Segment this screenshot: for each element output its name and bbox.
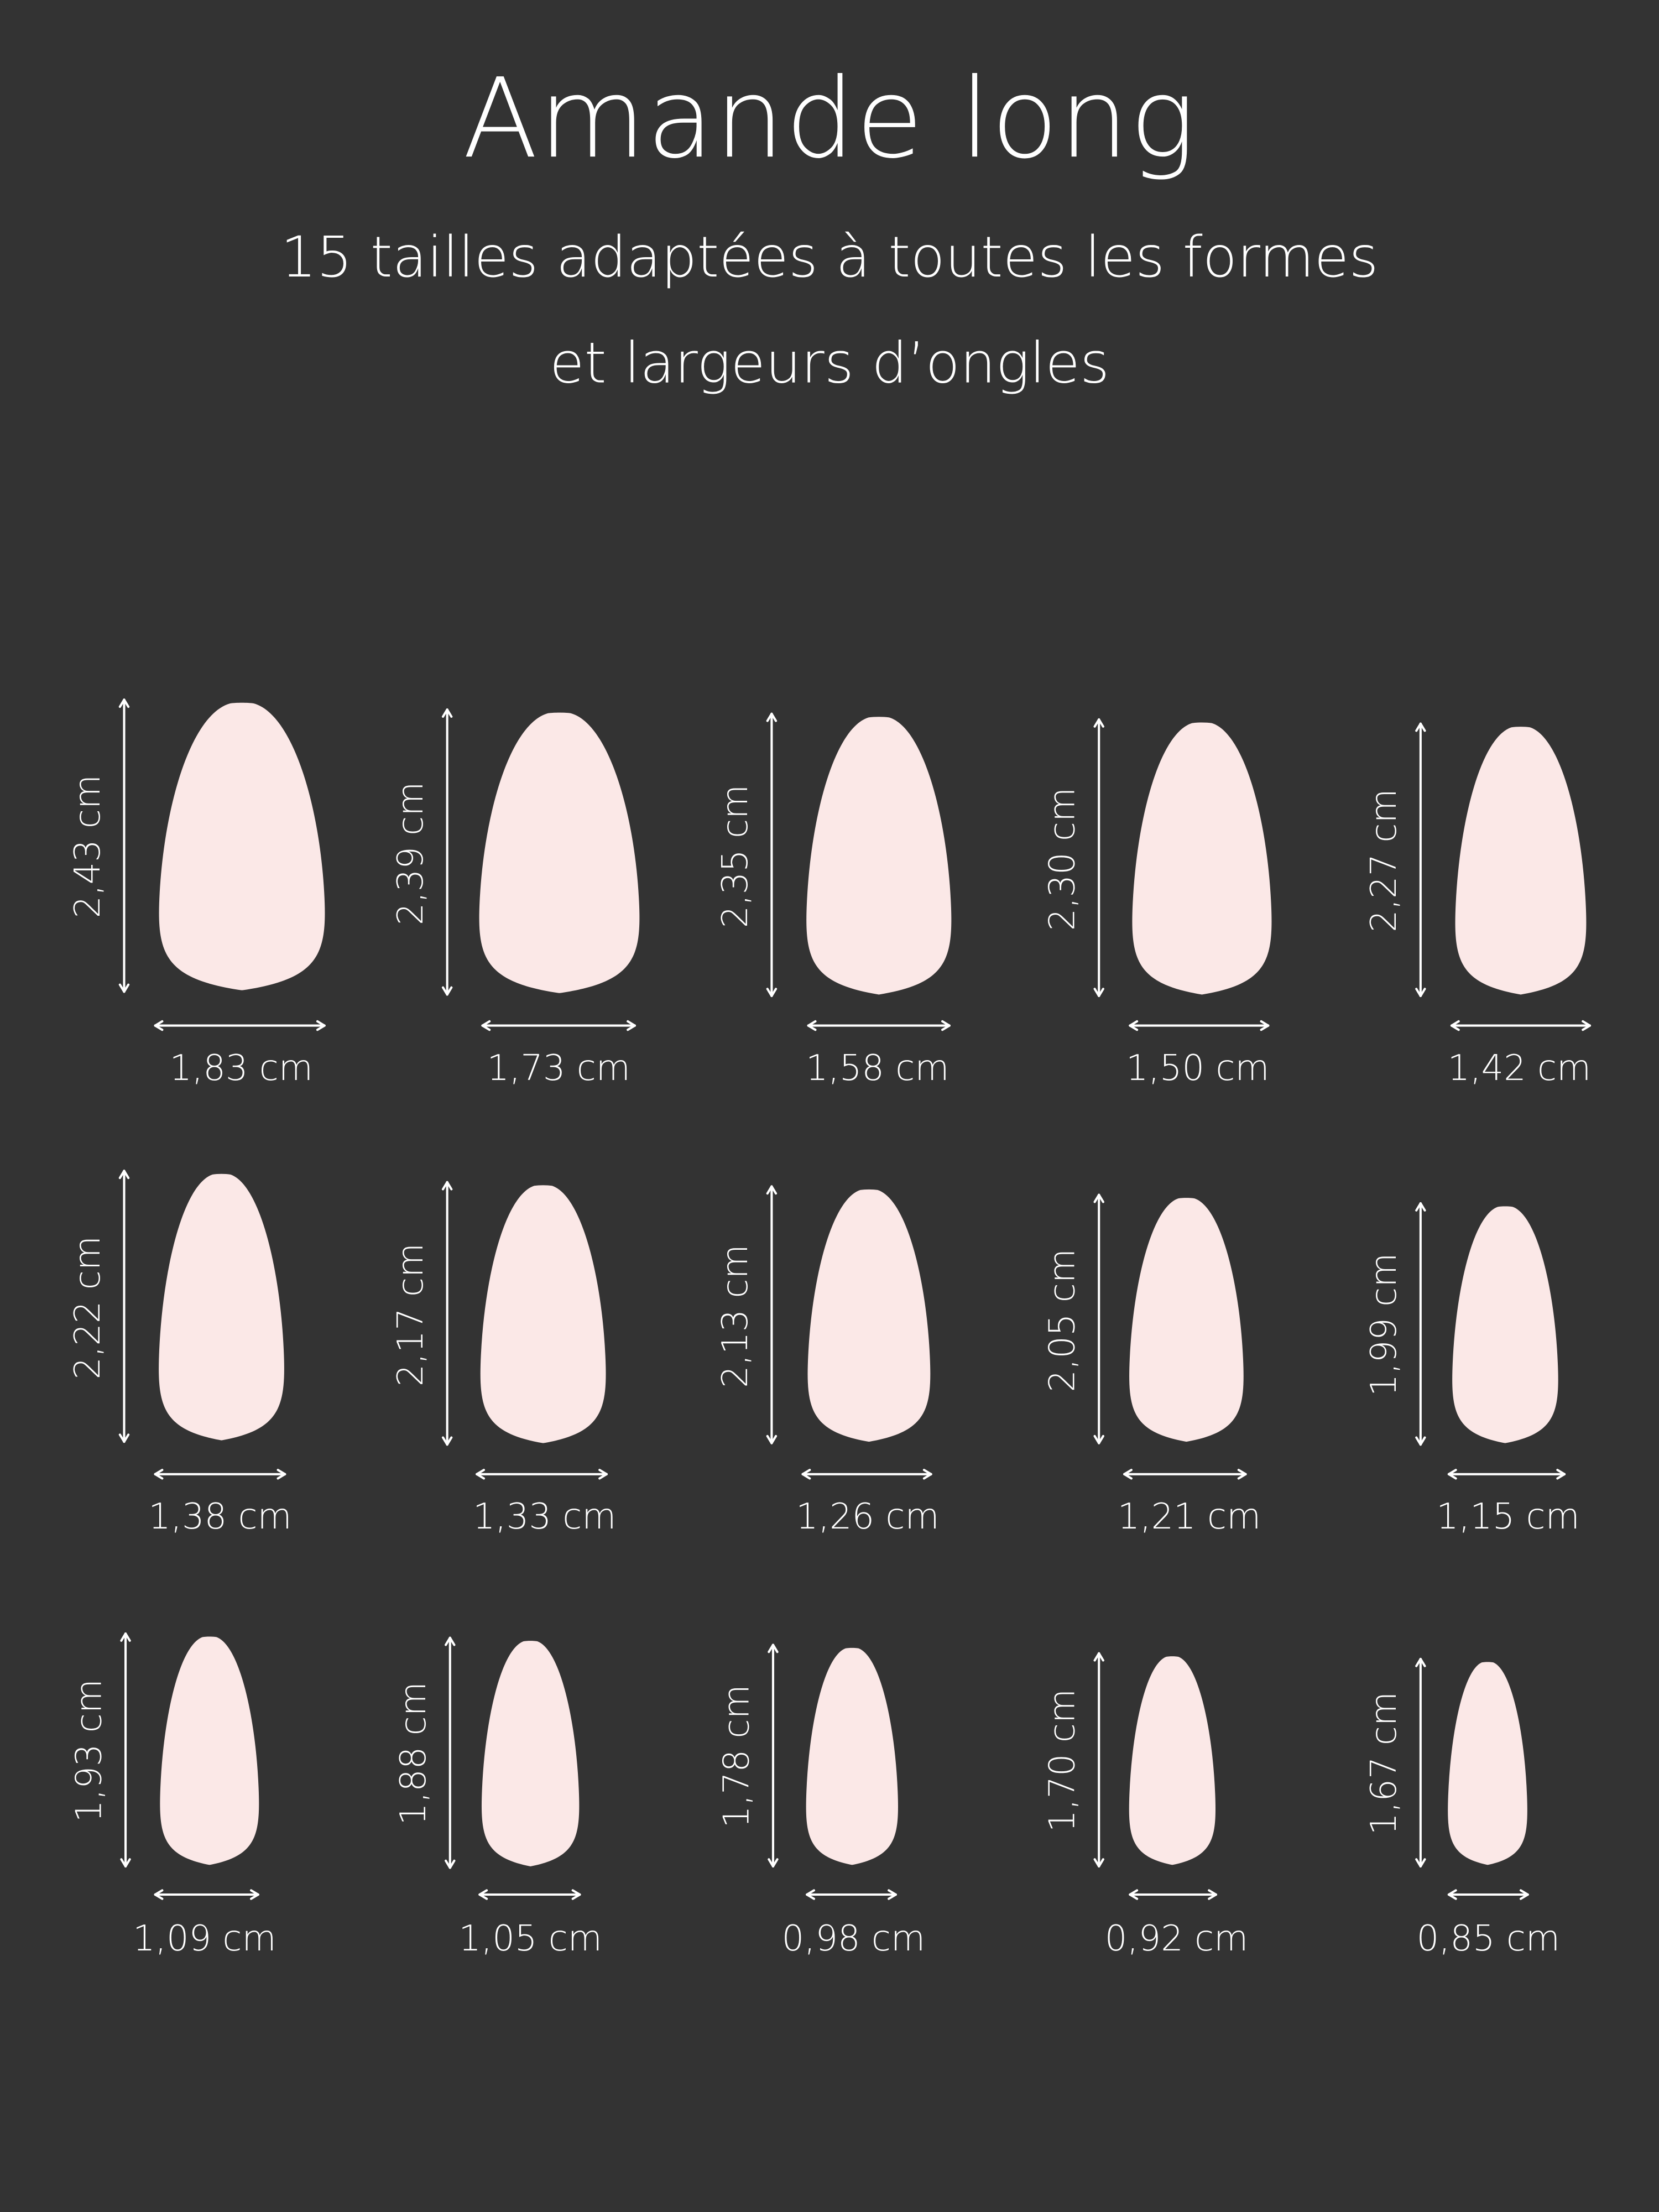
width-arrow-9 <box>1123 1469 1247 1480</box>
width-arrow-4 <box>1129 1020 1270 1031</box>
width-arrow-2 <box>481 1020 636 1031</box>
length-arrow-8 <box>766 1185 778 1444</box>
width-label: 1,33 cm <box>472 1496 617 1537</box>
length-label: 2,05 cm <box>1041 1248 1083 1392</box>
length-label: 2,43 cm <box>67 774 108 919</box>
nail-shape-1 <box>159 702 325 990</box>
length-label: 2,30 cm <box>1041 786 1083 931</box>
length-arrow-9 <box>1093 1193 1104 1444</box>
subtitle-line-2: et largeurs d’ongles <box>549 331 1110 397</box>
nail-shape-8 <box>807 1189 931 1442</box>
length-label: 2,22 cm <box>67 1235 108 1379</box>
length-arrow-10 <box>1415 1202 1426 1446</box>
nail-shape-9 <box>1129 1198 1244 1442</box>
width-label: 1,50 cm <box>1126 1047 1270 1089</box>
length-label: 2,13 cm <box>714 1244 756 1387</box>
nail-shape-4 <box>1132 722 1272 995</box>
width-arrow-7 <box>476 1469 608 1480</box>
width-arrow-10 <box>1447 1469 1566 1480</box>
width-arrow-6 <box>154 1469 286 1480</box>
nail-shape-11 <box>160 1636 259 1865</box>
length-arrow-14 <box>1093 1652 1104 1868</box>
page-title: Amande long <box>462 56 1197 184</box>
width-label: 1,58 cm <box>805 1047 950 1089</box>
nail-shape-13 <box>806 1647 898 1865</box>
width-label: 0,85 cm <box>1416 1918 1561 1959</box>
width-arrow-11 <box>154 1889 259 1900</box>
length-arrow-12 <box>445 1636 456 1869</box>
width-arrow-12 <box>478 1889 581 1900</box>
length-arrow-7 <box>441 1181 453 1446</box>
width-label: 1,15 cm <box>1436 1496 1580 1537</box>
nail-shape-3 <box>806 717 952 995</box>
width-label: 1,42 cm <box>1447 1047 1592 1089</box>
length-arrow-4 <box>1093 718 1104 998</box>
width-arrow-15 <box>1447 1889 1529 1900</box>
length-label: 2,17 cm <box>390 1242 431 1386</box>
nail-shape-15 <box>1448 1662 1527 1865</box>
length-label: 2,35 cm <box>714 784 756 927</box>
length-arrow-6 <box>118 1170 130 1443</box>
length-label: 1,99 cm <box>1363 1253 1405 1397</box>
nail-shape-10 <box>1452 1206 1558 1443</box>
nail-shape-12 <box>481 1641 580 1866</box>
length-arrow-2 <box>441 708 453 996</box>
width-label: 1,38 cm <box>148 1496 292 1537</box>
width-label: 1,83 cm <box>169 1047 313 1089</box>
nail-shape-14 <box>1129 1656 1216 1865</box>
width-arrow-13 <box>806 1889 897 1900</box>
length-label: 1,93 cm <box>68 1679 109 1823</box>
length-label: 2,39 cm <box>390 781 431 925</box>
subtitle-line-1: 15 tailles adaptées à toutes les formes <box>280 226 1379 291</box>
length-label: 1,78 cm <box>716 1684 757 1828</box>
width-arrow-5 <box>1450 1020 1592 1031</box>
width-arrow-1 <box>154 1020 326 1031</box>
width-arrow-3 <box>807 1020 951 1031</box>
nail-shape-7 <box>480 1185 606 1443</box>
width-label: 1,26 cm <box>796 1496 940 1537</box>
width-label: 0,92 cm <box>1104 1918 1249 1959</box>
length-arrow-11 <box>120 1632 131 1868</box>
length-label: 1,70 cm <box>1041 1688 1083 1833</box>
nail-shape-5 <box>1455 727 1587 995</box>
width-arrow-8 <box>801 1469 932 1480</box>
length-label: 1,67 cm <box>1363 1692 1405 1835</box>
width-label: 1,05 cm <box>458 1918 602 1959</box>
length-label: 2,27 cm <box>1363 789 1405 932</box>
length-arrow-1 <box>118 698 130 993</box>
length-arrow-3 <box>766 712 778 998</box>
width-arrow-14 <box>1129 1889 1218 1900</box>
length-arrow-5 <box>1415 722 1426 998</box>
width-label: 0,98 cm <box>781 1918 926 1959</box>
nail-shape-6 <box>159 1173 284 1441</box>
nail-shape-2 <box>479 712 640 993</box>
width-label: 1,09 cm <box>133 1918 276 1959</box>
length-arrow-15 <box>1415 1657 1426 1868</box>
width-label: 1,73 cm <box>487 1047 630 1089</box>
length-label: 1,88 cm <box>393 1682 434 1825</box>
length-arrow-13 <box>768 1644 779 1868</box>
width-label: 1,21 cm <box>1117 1496 1261 1537</box>
